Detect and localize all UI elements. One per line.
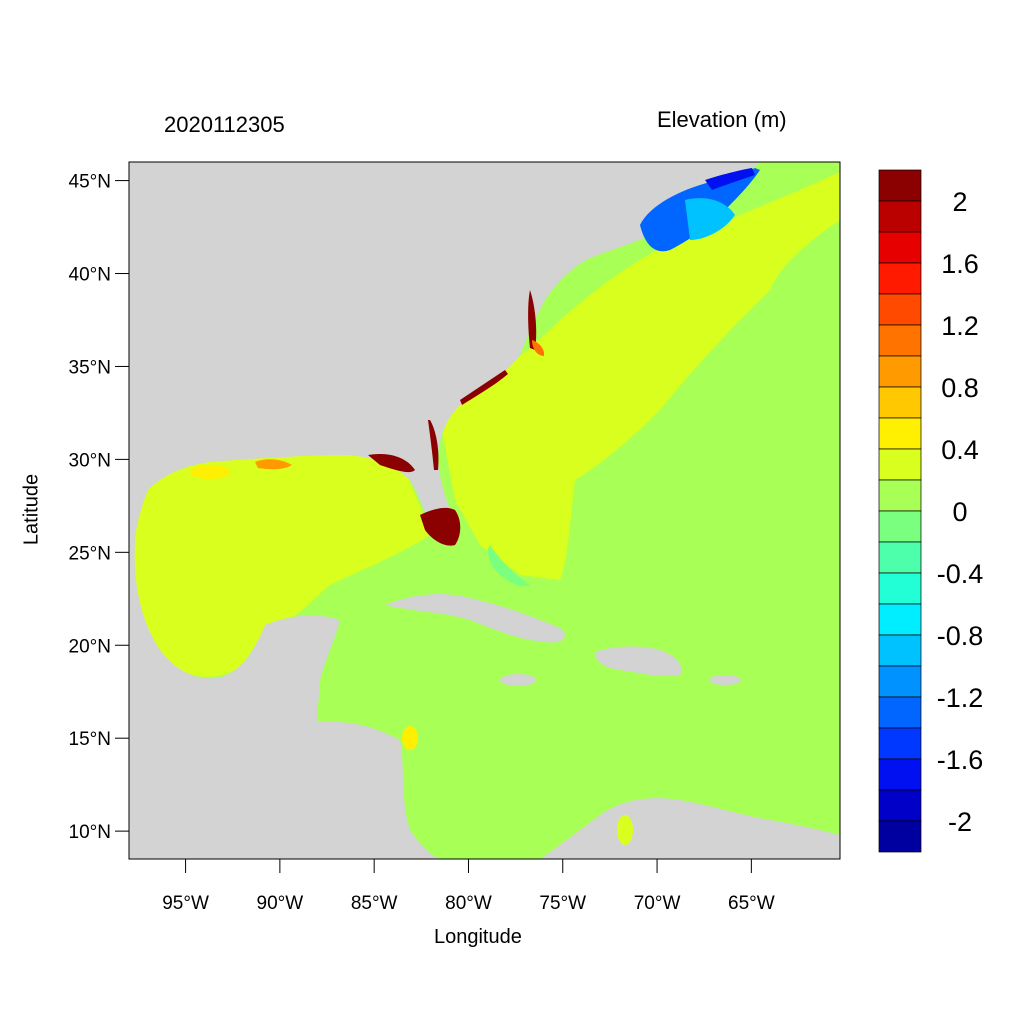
gulf-of-mexico: [134, 451, 430, 677]
lat-tick-label: 10°N: [69, 822, 111, 843]
colorbar-label: -1.6: [937, 745, 984, 775]
bahamas-patch: [487, 545, 530, 587]
lat-tick-label: 20°N: [69, 636, 111, 657]
lat-tick-label: 35°N: [69, 357, 111, 378]
lat-tick-label: 25°N: [69, 543, 111, 564]
colorbar-bin: [878, 758, 922, 791]
lon-tick-label: 85°W: [351, 893, 398, 914]
colorbar-bin: [878, 479, 922, 512]
south-america-land: [540, 798, 840, 859]
florida-surge: [420, 507, 461, 546]
cuba-land: [385, 594, 565, 643]
outer-banks-surge: [532, 340, 545, 356]
east-florida-surge: [428, 420, 439, 470]
bay-of-fundy-negative: [705, 168, 755, 190]
north-america-land: [129, 162, 760, 545]
colorbar-bin: [878, 789, 922, 822]
colorbar-bin: [878, 541, 922, 574]
maracaibo-patch: [617, 815, 633, 845]
colorbar-bin: [878, 231, 922, 264]
jamaica-land: [500, 674, 536, 686]
colorbar-bin: [878, 727, 922, 760]
honduras-patch: [402, 726, 418, 750]
variable-title: Elevation (m): [657, 107, 787, 132]
colorbar-label: 1.6: [941, 249, 979, 279]
colorbar-bin: [878, 293, 922, 326]
colorbar-label: -1.2: [937, 683, 984, 713]
colorbar-bin: [878, 820, 922, 853]
colorbar-bin: [878, 200, 922, 233]
colorbar-bin: [878, 448, 922, 481]
colorbar-bin: [878, 665, 922, 698]
carolina-surge: [460, 370, 508, 405]
colorbar-label: -2: [948, 807, 972, 837]
chesapeake-surge: [528, 290, 537, 350]
colorbar-label: 0.8: [941, 373, 979, 403]
map-panel: [129, 162, 840, 859]
colorbar-bin: [878, 262, 922, 295]
colorbar-label: 0.4: [941, 435, 979, 465]
big-bend-surge: [368, 453, 415, 473]
hispaniola-land: [595, 646, 682, 676]
louisiana-surge: [255, 459, 292, 470]
lon-tick-label: 95°W: [162, 893, 209, 914]
colorbar: 2 1.6 1.2 0.8 0.4 0 -0.4 -0.8 -1.2 -1.6 -2: [878, 169, 984, 853]
colorbar-bin: [878, 634, 922, 667]
lat-tick-label: 15°N: [69, 729, 111, 750]
colorbar-bin: [878, 169, 922, 202]
colorbar-label: 0: [952, 497, 967, 527]
central-america-land: [129, 545, 440, 859]
colorbar-bin: [878, 510, 922, 543]
colorbar-bin: [878, 572, 922, 605]
colorbar-label: -0.4: [937, 559, 984, 589]
colorbar-bin: [878, 355, 922, 388]
lon-tick-label: 65°W: [728, 893, 775, 914]
axis-ticks: 45°N 40°N 35°N 30°N 25°N 20°N 15°N 10°N 95°W 90°W…: [69, 172, 775, 914]
lon-tick-label: 75°W: [539, 893, 586, 914]
timestamp-title: 2020112305: [164, 112, 285, 137]
x-axis-title: Longitude: [434, 926, 522, 948]
colorbar-bin: [878, 386, 922, 419]
map-frame: [128, 161, 841, 860]
colorbar-bin: [878, 324, 922, 357]
colorbar-label: 2: [952, 187, 967, 217]
colorbar-label: -0.8: [937, 621, 984, 651]
colorbar-bin: [878, 417, 922, 450]
lon-tick-label: 80°W: [445, 893, 492, 914]
lat-tick-label: 40°N: [69, 265, 111, 286]
texas-coast-patch: [190, 465, 230, 479]
puerto-rico-land: [709, 675, 741, 685]
lat-tick-label: 30°N: [69, 450, 111, 471]
lon-tick-label: 70°W: [634, 893, 681, 914]
colorbar-label: 1.2: [941, 311, 979, 341]
gulf-of-maine-edge: [685, 198, 735, 240]
lat-tick-label: 45°N: [69, 172, 111, 193]
colorbar-bin: [878, 603, 922, 636]
lon-tick-label: 90°W: [257, 893, 304, 914]
colorbar-bin: [878, 696, 922, 729]
atlantic-shelf: [440, 172, 840, 580]
